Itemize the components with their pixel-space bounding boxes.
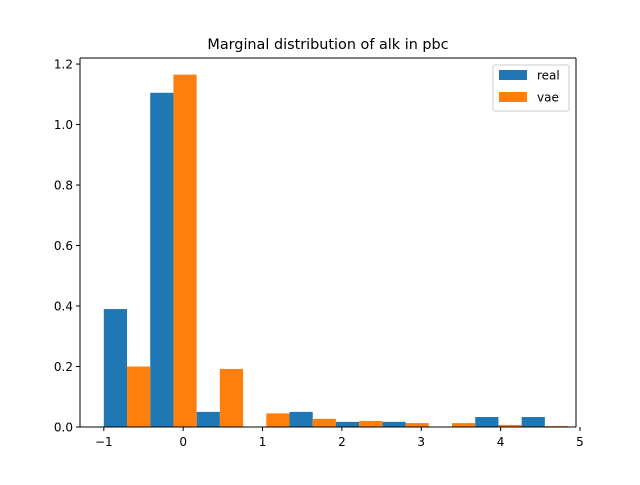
bar-vae-7 xyxy=(452,423,476,427)
bar-vae-6 xyxy=(405,423,429,427)
y-tick-label: 1.0 xyxy=(54,118,73,132)
bar-real-6 xyxy=(382,421,406,427)
bars-layer xyxy=(103,74,569,428)
x-tick-label: 1 xyxy=(259,435,267,449)
x-tick-label: 2 xyxy=(338,435,346,449)
legend-label-vae: vae xyxy=(537,91,559,105)
y-tick-label: 0.8 xyxy=(54,179,73,193)
axes-layer: −1 0 1 2 3 4 5 0.0 0.2 0.4 0.6 0.8 1.0 1.2 xyxy=(54,57,584,449)
y-tick-label: 1.2 xyxy=(54,58,73,72)
bar-real-9 xyxy=(521,417,545,427)
y-tick-label: 0.6 xyxy=(54,239,73,253)
y-tick-label: 0.0 xyxy=(54,421,73,435)
legend-swatch-vae xyxy=(499,92,527,102)
y-tick-label: 0.4 xyxy=(54,300,73,314)
x-tick-label: 3 xyxy=(417,435,425,449)
bar-vae-0 xyxy=(127,366,151,427)
x-tick-label: 4 xyxy=(497,435,505,449)
bar-vae-2 xyxy=(219,368,244,427)
bar-vae-8 xyxy=(498,424,522,427)
legend: real vae xyxy=(492,64,570,112)
x-tick-label: −1 xyxy=(95,435,113,449)
legend-label-real: real xyxy=(537,69,560,83)
bar-vae-1 xyxy=(173,74,197,427)
x-tick-label: 5 xyxy=(576,435,584,449)
bar-real-5 xyxy=(335,421,360,427)
bar-real-1 xyxy=(150,92,174,428)
legend-swatch-real xyxy=(499,70,527,80)
x-tick-label: 0 xyxy=(179,435,187,449)
bar-real-4 xyxy=(289,411,313,427)
bar-real-2 xyxy=(196,411,220,427)
bar-real-8 xyxy=(475,417,499,427)
bar-real-0 xyxy=(103,309,128,427)
bar-vae-4 xyxy=(312,418,336,427)
y-tick-label: 0.2 xyxy=(54,360,73,374)
bar-vae-3 xyxy=(266,413,290,427)
bar-vae-5 xyxy=(359,420,383,427)
chart-title: Marginal distribution of alk in pbc xyxy=(207,37,448,53)
